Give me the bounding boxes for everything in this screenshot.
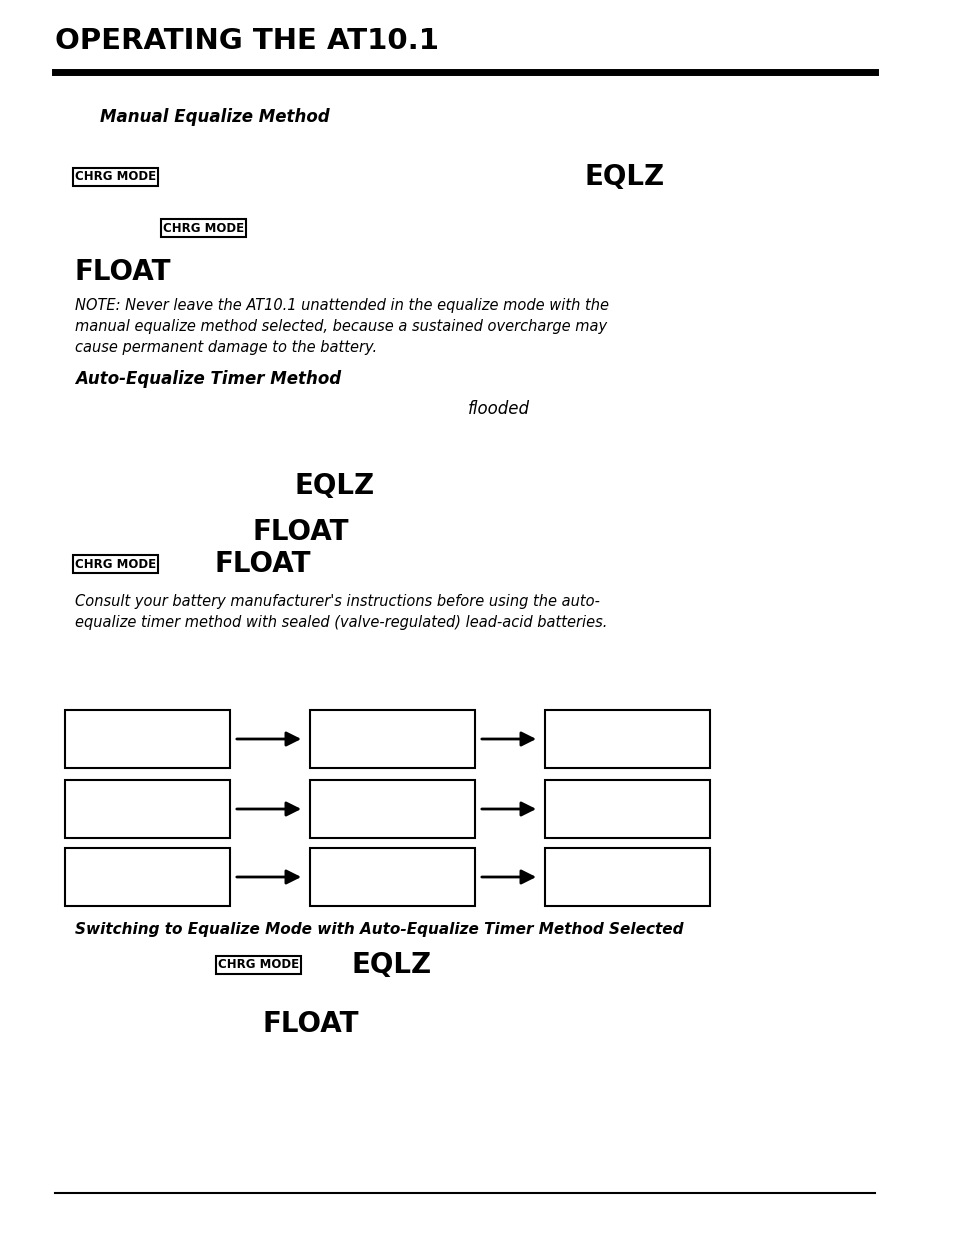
Text: FLOAT: FLOAT	[75, 258, 172, 287]
Text: Auto-Equalize Timer Method: Auto-Equalize Timer Method	[75, 370, 341, 388]
Bar	[544, 848, 709, 906]
Text: EQLZ: EQLZ	[294, 472, 375, 500]
Bar	[65, 781, 230, 839]
Bar	[65, 710, 230, 768]
Text: CHRG MODE: CHRG MODE	[75, 557, 156, 571]
Text: flooded: flooded	[468, 400, 530, 417]
Text: Consult your battery manufacturer's instructions before using the auto-: Consult your battery manufacturer's inst…	[75, 594, 599, 609]
Text: manual equalize method selected, because a sustained overcharge may: manual equalize method selected, because…	[75, 319, 606, 333]
Text: CHRG MODE: CHRG MODE	[75, 170, 156, 184]
Text: CHRG MODE: CHRG MODE	[218, 958, 299, 972]
Text: Manual Equalize Method: Manual Equalize Method	[100, 107, 330, 126]
Text: CHRG MODE: CHRG MODE	[163, 221, 244, 235]
Text: Switching to Equalize Mode with Auto-Equalize Timer Method Selected: Switching to Equalize Mode with Auto-Equ…	[75, 923, 682, 937]
Text: FLOAT: FLOAT	[263, 1010, 359, 1037]
Bar	[310, 710, 475, 768]
Text: EQLZ: EQLZ	[352, 951, 432, 979]
Bar	[65, 848, 230, 906]
Bar	[544, 710, 709, 768]
Bar	[310, 781, 475, 839]
Text: equalize timer method with sealed (valve-regulated) lead-acid batteries.: equalize timer method with sealed (valve…	[75, 615, 607, 630]
Text: NOTE: Never leave the AT10.1 unattended in the equalize mode with the: NOTE: Never leave the AT10.1 unattended …	[75, 298, 608, 312]
Bar	[544, 781, 709, 839]
Text: OPERATING THE AT10.1: OPERATING THE AT10.1	[55, 27, 438, 56]
Bar	[310, 848, 475, 906]
Text: cause permanent damage to the battery.: cause permanent damage to the battery.	[75, 340, 376, 354]
Text: FLOAT: FLOAT	[214, 550, 312, 578]
Text: EQLZ: EQLZ	[584, 163, 664, 191]
Text: FLOAT: FLOAT	[253, 517, 349, 546]
